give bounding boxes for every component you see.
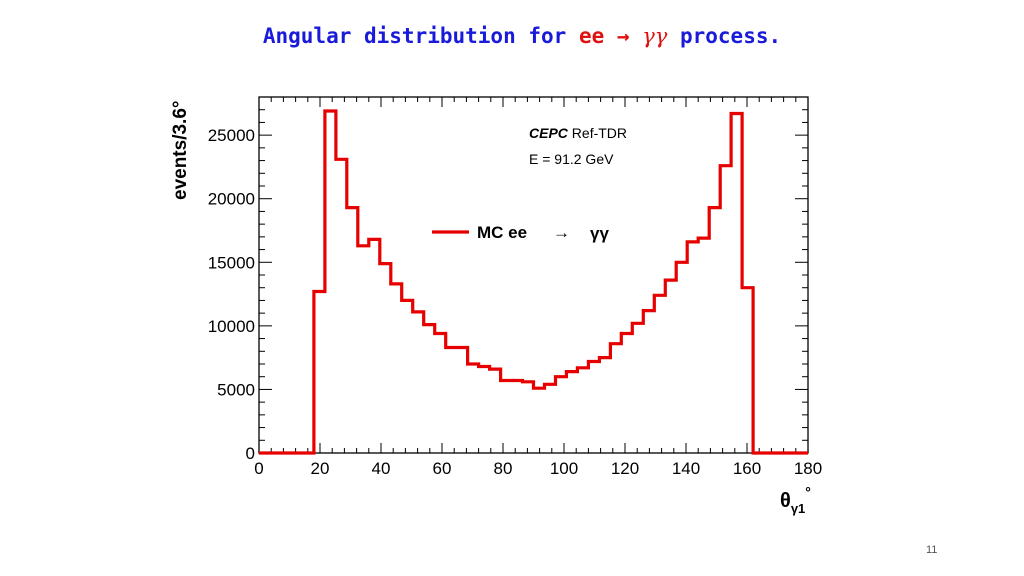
annotation-experiment: CEPC — [529, 125, 569, 141]
page-number: 11 — [926, 544, 938, 556]
x-tick-label: 100 — [550, 459, 578, 478]
x-tick-label: 60 — [433, 459, 452, 478]
x-tick-label: 140 — [672, 459, 700, 478]
y-axis-label: events/3.6° — [170, 101, 191, 201]
x-tick-label: 0 — [254, 459, 263, 478]
x-tick-label: 160 — [733, 459, 761, 478]
y-tick-label: 5000 — [217, 380, 255, 399]
x-tick-label: 20 — [311, 459, 330, 478]
y-tick-label: 20000 — [208, 190, 255, 209]
y-tick-label: 10000 — [208, 317, 255, 336]
annotation-energy: E = 91.2 GeV — [529, 151, 614, 167]
x-tick-label: 80 — [494, 459, 513, 478]
annotation-experiment-line: CEPC Ref-TDR — [529, 125, 627, 141]
legend-arrow: → — [553, 223, 570, 242]
legend-label: MC ee — [477, 223, 527, 242]
y-tick-label: 0 — [246, 444, 255, 463]
title-arrow: → — [616, 24, 630, 48]
histogram-series-line — [259, 109, 808, 455]
x-axis-label: θγ1° — [780, 484, 811, 516]
y-tick-label: 25000 — [208, 126, 255, 145]
annotation-tag: Ref-TDR — [572, 125, 627, 141]
y-tick-label: 15000 — [208, 253, 255, 272]
legend-gamma: γγ — [590, 224, 609, 243]
x-axis-label-sup: ° — [805, 484, 811, 500]
tick-labels: 0 20 40 60 80 100 120 140 160 180 0 5000 10000 15000 2… — [208, 126, 822, 478]
axis-ticks — [258, 96, 809, 454]
plot-frame — [258, 96, 809, 454]
slide-title: Angular distribution for ee → γγ process… — [0, 24, 1024, 48]
x-tick-label: 40 — [372, 459, 391, 478]
x-axis-label-sub: γ1 — [791, 501, 805, 516]
title-suffix: process. — [679, 24, 782, 48]
x-tick-label: 180 — [794, 459, 822, 478]
x-axis-label-main: θ — [780, 490, 791, 512]
x-tick-label: 120 — [611, 459, 639, 478]
title-prefix: Angular distribution for — [262, 24, 567, 48]
title-gamma: γγ — [642, 24, 668, 48]
title-ee: ee — [578, 24, 605, 48]
